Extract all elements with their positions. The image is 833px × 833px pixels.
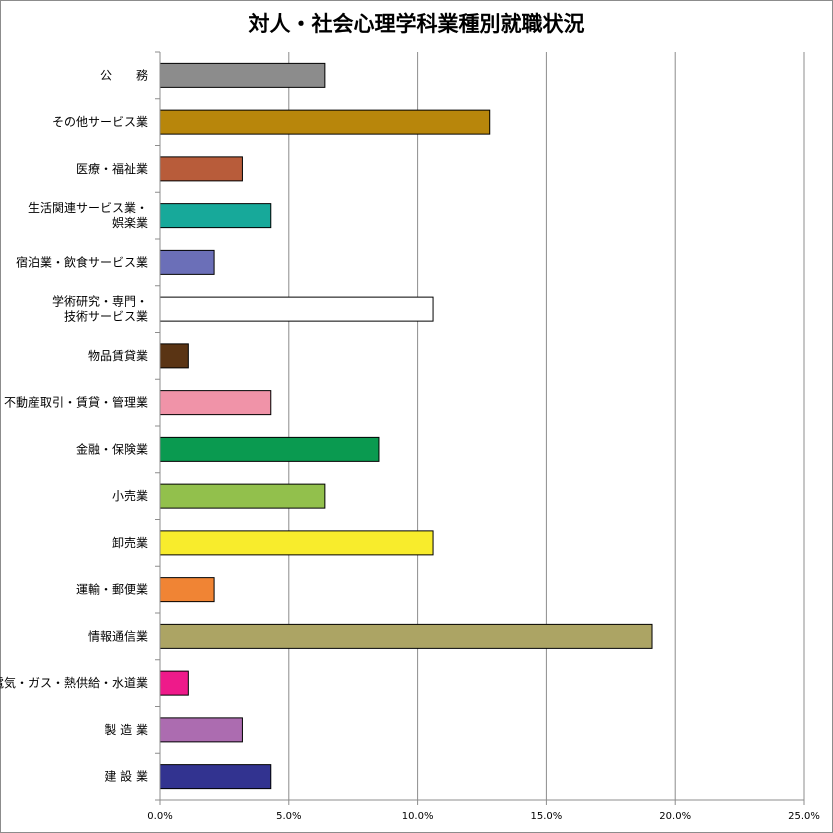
category-label-line: 運輸・郵便業 — [76, 582, 148, 597]
category-label-10: 卸売業 — [112, 535, 148, 550]
category-label-line: 宿泊業・飲食サービス業 — [16, 254, 148, 269]
bar-7 — [159, 390, 272, 416]
category-label-13: 電気・ガス・熱供給・水道業 — [0, 675, 148, 690]
bar-9 — [159, 483, 326, 509]
bar-6 — [159, 343, 189, 369]
category-label-line: 娯楽業 — [112, 216, 148, 230]
category-label-8: 金融・保険業 — [76, 441, 148, 456]
x-tick-label-1: 5.0% — [276, 811, 301, 822]
category-label-line: 金融・保険業 — [76, 441, 148, 456]
x-tick-label-5: 25.0% — [788, 811, 820, 822]
category-label-line: 不動産取引・賃貸・管理業 — [4, 395, 148, 410]
bar-15 — [159, 764, 272, 790]
category-label-line: その他サービス業 — [52, 115, 148, 129]
category-label-15: 建 設 業 — [104, 769, 148, 784]
category-label-3: 生活関連サービス業・娯楽業 — [28, 201, 148, 230]
bar-10 — [159, 530, 434, 556]
category-label-line: 学術研究・専門・ — [52, 294, 148, 309]
bar-14 — [159, 717, 243, 743]
bar-13 — [159, 670, 189, 696]
x-tick-label-0: 0.0% — [147, 811, 172, 822]
bar-1 — [159, 109, 491, 135]
bar-8 — [159, 436, 380, 462]
category-label-2: 医療・福祉業 — [76, 161, 148, 176]
category-label-1: その他サービス業 — [52, 115, 148, 129]
x-tick-label-2: 10.0% — [402, 811, 434, 822]
category-label-line: 物品賃貸業 — [88, 348, 148, 363]
category-label-line: 情報通信業 — [88, 629, 148, 643]
bar-5 — [159, 296, 434, 322]
category-label-line: 公 務 — [100, 68, 148, 82]
bar-4 — [159, 249, 215, 275]
category-label-line: 卸売業 — [112, 535, 148, 550]
category-label-line: 電気・ガス・熱供給・水道業 — [0, 675, 148, 690]
category-label-5: 学術研究・専門・技術サービス業 — [52, 294, 148, 324]
category-label-line: 医療・福祉業 — [76, 161, 148, 176]
category-label-6: 物品賃貸業 — [88, 348, 148, 363]
category-label-9: 小売業 — [112, 488, 148, 503]
x-tick-label-3: 15.0% — [531, 811, 563, 822]
x-tick-label-4: 20.0% — [659, 811, 691, 822]
category-label-line: 製 造 業 — [104, 723, 148, 737]
category-label-11: 運輸・郵便業 — [76, 582, 148, 597]
category-label-line: 小売業 — [112, 488, 148, 503]
bar-2 — [159, 156, 243, 182]
bar-12 — [159, 623, 653, 649]
category-label-0: 公 務 — [100, 68, 148, 82]
category-label-line: 技術サービス業 — [64, 310, 148, 324]
category-label-4: 宿泊業・飲食サービス業 — [16, 254, 148, 269]
category-label-14: 製 造 業 — [104, 723, 148, 737]
category-label-line: 生活関連サービス業・ — [28, 201, 148, 215]
chart-title: 対人・社会心理学科業種別就職状況 — [248, 12, 585, 36]
bar-11 — [159, 577, 215, 603]
category-label-12: 情報通信業 — [88, 629, 148, 643]
bar-0 — [159, 62, 326, 88]
bar-3 — [159, 203, 272, 229]
category-label-7: 不動産取引・賃貸・管理業 — [4, 395, 148, 410]
category-label-line: 建 設 業 — [104, 769, 148, 784]
